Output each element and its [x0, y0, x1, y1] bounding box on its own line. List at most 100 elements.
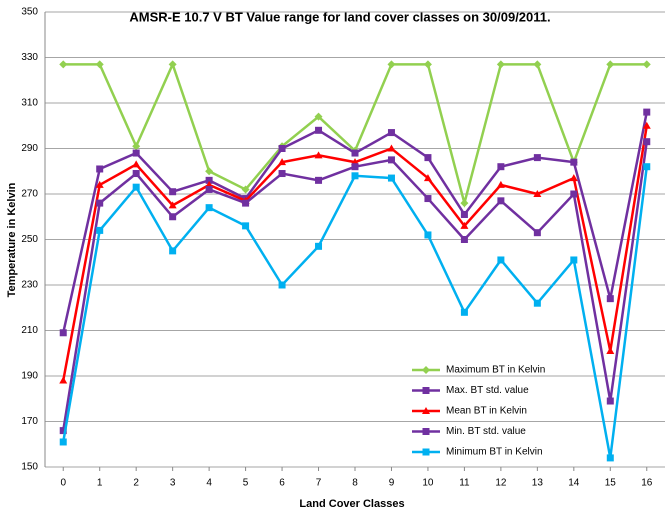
marker — [497, 197, 505, 205]
marker — [422, 407, 430, 414]
marker — [351, 149, 359, 157]
marker — [59, 329, 67, 337]
marker — [59, 376, 68, 384]
marker — [422, 366, 430, 374]
marker — [96, 165, 104, 173]
series-line — [62, 111, 648, 334]
marker — [205, 185, 213, 193]
x-tick-label: 3 — [170, 478, 176, 489]
marker — [169, 247, 177, 255]
x-tick-label: 5 — [243, 478, 249, 489]
marker — [59, 438, 67, 446]
marker — [95, 60, 104, 69]
marker — [606, 295, 614, 303]
marker — [643, 138, 651, 146]
marker — [606, 346, 615, 354]
marker — [424, 154, 432, 162]
legend-label: Minimum BT in Kelvin — [446, 447, 543, 458]
marker — [569, 174, 578, 182]
marker — [642, 121, 651, 129]
marker — [59, 427, 67, 435]
marker — [422, 448, 430, 456]
marker — [132, 149, 140, 157]
marker — [387, 129, 395, 137]
legend-label: Mean BT in Kelvin — [446, 406, 527, 417]
marker — [241, 185, 250, 194]
marker — [278, 281, 286, 289]
x-tick-label: 13 — [532, 478, 544, 489]
marker — [423, 60, 432, 69]
marker — [315, 176, 323, 184]
marker — [205, 167, 214, 176]
marker — [315, 126, 323, 134]
x-tick-label: 4 — [206, 478, 212, 489]
marker — [387, 60, 396, 69]
marker — [533, 60, 542, 69]
marker — [95, 180, 104, 188]
marker — [533, 190, 542, 197]
marker — [314, 151, 323, 159]
marker — [168, 60, 177, 69]
marker — [570, 190, 578, 198]
legend-label: Maximum BT in Kelvin — [446, 365, 545, 376]
marker — [314, 112, 323, 121]
marker — [278, 170, 286, 178]
y-tick-label: 310 — [21, 98, 38, 109]
chart-title: AMSR-E 10.7 V BT Value range for land co… — [129, 9, 550, 24]
marker — [205, 204, 213, 212]
marker — [643, 108, 651, 116]
x-axis-title: Land Cover Classes — [299, 498, 404, 510]
y-tick-label: 230 — [21, 280, 38, 291]
marker — [351, 163, 359, 171]
marker — [169, 213, 177, 221]
marker — [496, 60, 505, 69]
marker — [132, 160, 141, 168]
marker — [424, 231, 432, 239]
marker — [351, 172, 359, 180]
marker — [278, 145, 286, 152]
marker — [460, 236, 468, 243]
y-tick-label: 290 — [21, 143, 38, 154]
marker — [242, 222, 250, 230]
marker — [460, 221, 469, 229]
x-tick-label: 16 — [641, 478, 653, 489]
x-tick-label: 8 — [352, 478, 358, 489]
marker — [642, 60, 651, 69]
marker — [460, 210, 468, 218]
marker — [460, 308, 468, 316]
marker — [533, 299, 541, 307]
marker — [387, 156, 395, 164]
y-tick-label: 350 — [21, 7, 38, 18]
marker — [533, 229, 541, 237]
y-tick-label: 150 — [21, 462, 38, 473]
marker — [59, 60, 68, 69]
marker — [169, 188, 177, 196]
marker — [570, 256, 578, 264]
x-tick-label: 2 — [133, 478, 139, 489]
x-tick-label: 0 — [60, 478, 66, 489]
marker — [533, 154, 541, 162]
marker — [96, 199, 104, 207]
marker — [606, 397, 614, 405]
y-tick-label: 190 — [21, 371, 38, 382]
marker — [132, 183, 140, 191]
marker — [315, 242, 323, 250]
legend-label: Min. BT std. value — [446, 426, 526, 437]
marker — [606, 454, 614, 462]
marker — [168, 201, 177, 209]
marker — [422, 387, 430, 394]
marker — [205, 176, 213, 184]
marker — [460, 199, 469, 208]
x-tick-label: 15 — [605, 478, 617, 489]
x-tick-label: 14 — [568, 478, 580, 489]
legend-label: Max. BT std. value — [446, 385, 529, 396]
x-tick-label: 11 — [459, 478, 470, 489]
y-tick-label: 170 — [21, 416, 38, 427]
marker — [497, 256, 505, 264]
x-tick-label: 9 — [389, 478, 395, 489]
marker — [424, 195, 432, 203]
x-tick-label: 10 — [422, 478, 434, 489]
y-tick-label: 210 — [21, 325, 38, 336]
y-axis-title: Temperature in Kelvin — [6, 182, 18, 297]
